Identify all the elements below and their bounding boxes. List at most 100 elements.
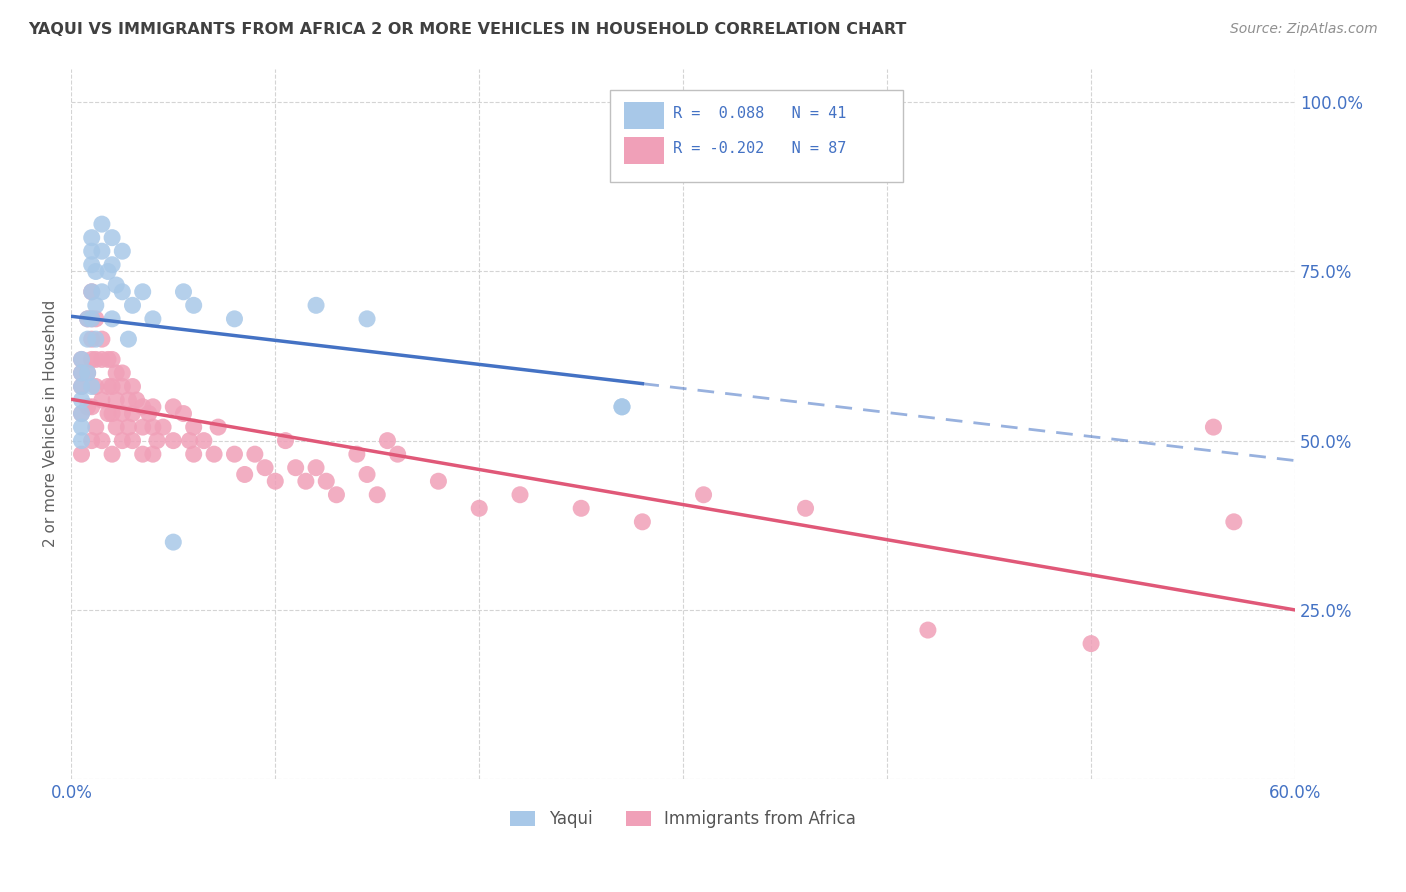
Point [162,400,184,414]
Point [76,400,98,414]
Point [142,311,165,326]
Point [427,474,450,488]
Point [105,278,128,293]
Point [162,434,184,448]
Bar [624,137,664,164]
Point [366,488,388,502]
Point [274,434,297,448]
Point [142,447,165,461]
Point [131,447,153,461]
Point [794,501,817,516]
Point [111,407,134,421]
Point [224,447,246,461]
Text: R =  0.088   N = 41: R = 0.088 N = 41 [673,106,846,120]
Point [70,392,93,407]
Point [90,392,112,407]
Point [76,366,98,380]
Point [264,474,287,488]
Bar [624,102,664,129]
Point [90,217,112,231]
Point [468,501,491,516]
Point [1202,420,1225,434]
Point [131,285,153,299]
Point [173,285,195,299]
Point [70,366,93,380]
Point [202,447,225,461]
Point [610,400,633,414]
Point [80,285,103,299]
Point [183,420,205,434]
Point [84,264,107,278]
Point [1223,515,1246,529]
Point [84,352,107,367]
Point [315,474,337,488]
Point [84,379,107,393]
Point [101,258,124,272]
Point [84,332,107,346]
Y-axis label: 2 or more Vehicles in Household: 2 or more Vehicles in Household [44,300,58,548]
Text: YAQUI VS IMMIGRANTS FROM AFRICA 2 OR MORE VEHICLES IN HOUSEHOLD CORRELATION CHAR: YAQUI VS IMMIGRANTS FROM AFRICA 2 OR MOR… [28,22,907,37]
Point [90,332,112,346]
Point [193,434,215,448]
Point [80,311,103,326]
Point [70,352,93,367]
Point [70,352,93,367]
Point [80,258,103,272]
Point [111,434,134,448]
Point [76,366,98,380]
Point [254,460,277,475]
Point [80,285,103,299]
Point [97,407,120,421]
Point [90,244,112,259]
Point [117,420,139,434]
Point [70,407,93,421]
Point [325,488,347,502]
Point [84,311,107,326]
Point [111,244,134,259]
Point [70,379,93,393]
Point [105,392,128,407]
Point [111,366,134,380]
Point [90,352,112,367]
Point [183,298,205,312]
Point [90,285,112,299]
Point [80,379,103,393]
Point [610,400,633,414]
Point [80,311,103,326]
Point [121,379,143,393]
Text: R = -0.202   N = 87: R = -0.202 N = 87 [673,141,846,156]
Point [70,407,93,421]
Point [243,447,266,461]
Point [97,264,120,278]
Point [101,230,124,244]
Point [183,447,205,461]
Point [80,352,103,367]
Point [101,311,124,326]
Point [84,420,107,434]
Point [80,244,103,259]
Point [125,392,148,407]
Point [121,407,143,421]
Text: Source: ZipAtlas.com: Source: ZipAtlas.com [1230,22,1378,37]
Point [233,467,256,482]
Point [97,352,120,367]
Point [80,434,103,448]
Point [70,379,93,393]
Point [346,447,368,461]
Point [80,400,103,414]
Point [305,298,328,312]
Point [70,434,93,448]
Point [80,230,103,244]
Point [76,311,98,326]
Point [117,392,139,407]
Point [101,447,124,461]
Point [207,420,229,434]
Point [387,447,409,461]
Point [111,379,134,393]
Point [80,332,103,346]
Point [356,467,378,482]
Point [97,379,120,393]
Point [76,332,98,346]
Point [101,407,124,421]
Point [105,420,128,434]
